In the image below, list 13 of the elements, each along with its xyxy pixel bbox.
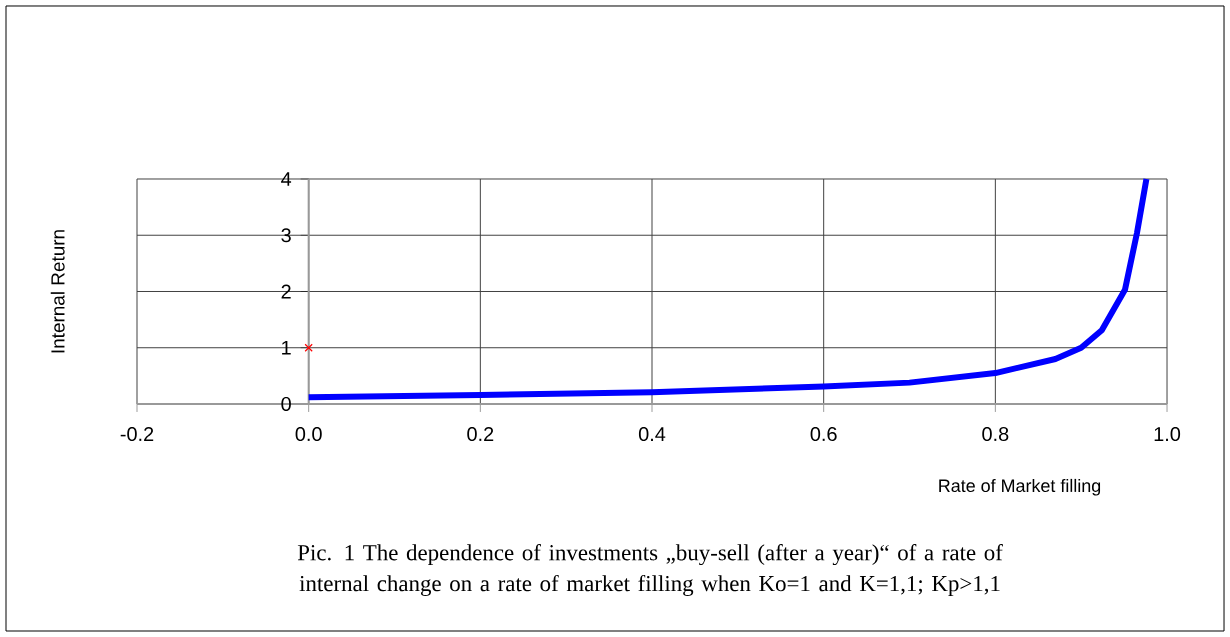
x-tick-label: 0.2	[467, 426, 494, 442]
y-tick-label: 4	[281, 172, 292, 186]
x-axis-title: Rate of Market filling	[939, 478, 1101, 496]
x-tick-label: 0.6	[810, 426, 837, 442]
x-tick-label: 1.0	[1154, 426, 1181, 442]
y-tick-label: 3	[281, 228, 291, 243]
y-tick-label: 0	[281, 396, 291, 412]
x-tick-label: 0.0	[295, 426, 322, 442]
x-tick-label: 0.4	[638, 426, 666, 442]
y-axis-title: Internal Return	[50, 230, 65, 353]
text: Pic. 1 The dependence of investments „buy-sell (after a year)“ of a rate of internal change on a rate of market filling when Ko=1 and K=1,1; Kp>1,1	[297, 544, 1003, 596]
x-tick-label: 0.8	[982, 426, 1009, 442]
x-tick-label: -0.2	[120, 426, 154, 442]
